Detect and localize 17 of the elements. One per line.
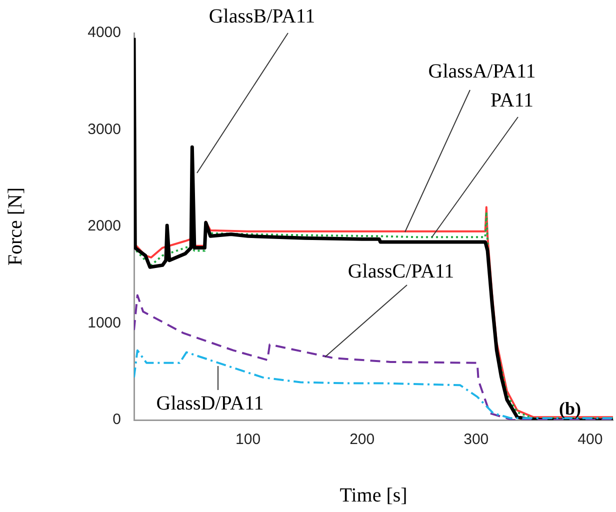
x-tick-label: 400	[578, 431, 603, 448]
x-tick-label: 100	[236, 431, 261, 448]
y-axis-title: Force [N]	[4, 187, 26, 266]
y-tick-label: 1000	[88, 314, 121, 332]
y-tick-label: 2000	[88, 218, 121, 235]
x-axis-title: Time [s]	[340, 484, 408, 506]
annotation: (b)	[559, 398, 582, 419]
y-tick-label: 3000	[88, 120, 121, 138]
text: GlassB/PA11	[208, 5, 316, 28]
y-tick-label: 4000	[88, 24, 121, 42]
text: PA11	[490, 89, 534, 112]
y-tick-label: 0	[112, 411, 121, 428]
x-tick-label: 200	[350, 431, 375, 448]
series-label: GlassD/PA11	[156, 392, 264, 414]
text: GlassC/PA11	[348, 260, 454, 282]
x-tick-label: 300	[464, 431, 489, 448]
text: GlassA/PA11	[428, 60, 536, 82]
